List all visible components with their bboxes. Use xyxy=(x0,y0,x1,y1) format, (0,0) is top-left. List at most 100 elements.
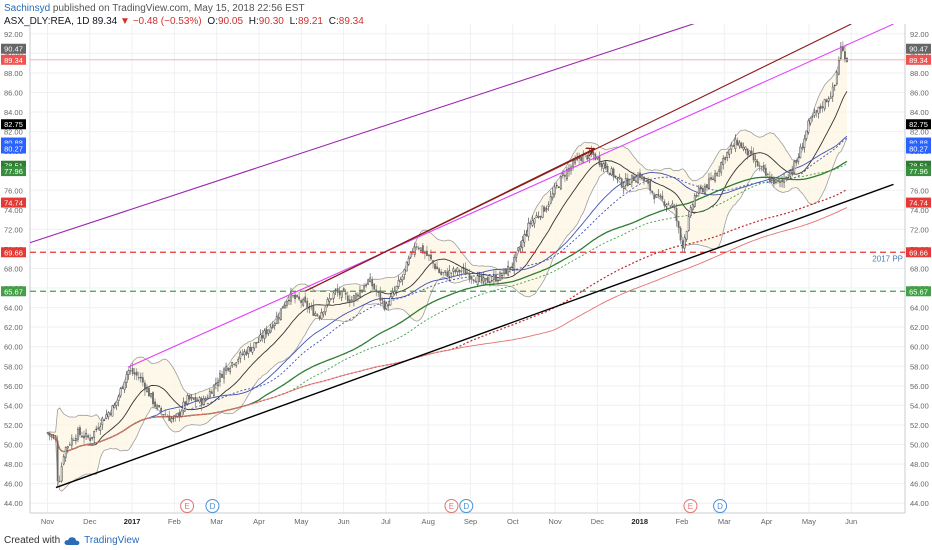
candle-body xyxy=(221,374,223,378)
candles xyxy=(46,41,848,487)
candle-body xyxy=(419,247,422,251)
tradingview-brand[interactable]: TradingView xyxy=(84,535,140,546)
candle-body xyxy=(306,300,309,309)
price-label-bg xyxy=(906,137,931,148)
candle-body xyxy=(464,267,467,275)
candle-body xyxy=(91,436,94,439)
candle-body xyxy=(139,376,142,379)
candle-body xyxy=(190,396,193,399)
candle-body xyxy=(501,275,503,277)
candle-body xyxy=(294,294,296,300)
candle-body xyxy=(742,146,745,150)
candle-body xyxy=(450,272,453,274)
candle-body xyxy=(653,194,656,200)
event-letter: E xyxy=(688,502,693,511)
candle-body xyxy=(454,269,457,273)
price-label-left: 69.66 xyxy=(1,247,26,258)
candle-body xyxy=(182,401,185,411)
candle-body xyxy=(837,60,840,75)
price-label-left: 65.67 xyxy=(1,286,26,297)
price-label-bg xyxy=(906,286,931,297)
author-link[interactable]: Sachinsyd xyxy=(4,3,51,14)
x-tick-label: Apr xyxy=(253,517,265,526)
candle-body xyxy=(330,298,333,300)
level-label: 2017 PP xyxy=(872,254,903,263)
candle-body xyxy=(284,304,286,309)
publish-text: published on TradingView.com, May 15, 20… xyxy=(52,3,305,14)
price-chart[interactable]: 44.00 44.00 46.00 46.00 48.00 48.00 50.00 50.00… xyxy=(0,0,932,532)
candle-body xyxy=(754,159,757,163)
candle-body xyxy=(58,480,61,483)
candle-body xyxy=(170,418,173,423)
candle-body xyxy=(783,178,785,183)
candle-body xyxy=(192,397,195,400)
candle-body xyxy=(529,222,532,224)
price-label-text: 89.34 xyxy=(4,56,23,65)
last-price: 89.34 xyxy=(92,16,118,27)
event-circle xyxy=(683,499,698,513)
event-letter: D xyxy=(463,502,469,511)
candle-body xyxy=(801,147,804,150)
price-label-text: 90.47 xyxy=(4,45,23,54)
candle-body xyxy=(156,405,158,409)
open-value: 90.05 xyxy=(217,16,244,27)
candle-body xyxy=(691,204,694,210)
high-label: H: xyxy=(248,16,259,27)
event-circle xyxy=(444,499,459,513)
price-label-text: 69.66 xyxy=(909,248,928,257)
candle-body xyxy=(81,435,83,438)
candle-body xyxy=(586,154,589,160)
candle-body xyxy=(322,311,325,315)
candle-body xyxy=(146,388,148,392)
candle-body xyxy=(728,149,731,155)
candle-body xyxy=(458,270,461,273)
x-tick-label: Aug xyxy=(422,517,435,526)
candle-body xyxy=(620,178,623,188)
candle-body xyxy=(519,246,522,250)
candle-body xyxy=(312,305,315,316)
candle-body xyxy=(405,261,408,272)
candle-body xyxy=(628,183,631,185)
candle-body xyxy=(610,168,613,176)
price-label-left: 77.96 xyxy=(1,166,26,177)
candle-body xyxy=(480,274,483,282)
candle-body xyxy=(383,300,386,310)
price-label-bg xyxy=(1,166,26,177)
candle-body xyxy=(206,397,209,400)
candle-body xyxy=(123,381,126,390)
candle-body xyxy=(77,428,79,440)
candle-body xyxy=(172,418,175,420)
price-label-bg xyxy=(906,119,931,130)
price-label-bg xyxy=(1,286,26,297)
candle-body xyxy=(823,99,826,110)
candle-body xyxy=(164,414,167,416)
y-tick-label-right: 72.00 xyxy=(910,225,929,234)
candle-body xyxy=(541,205,544,218)
candle-body xyxy=(764,167,767,176)
event-letter: D xyxy=(717,502,723,511)
candle-body xyxy=(626,178,629,186)
x-tick-label: Nov xyxy=(548,517,562,526)
candle-body xyxy=(180,410,183,417)
candle-body xyxy=(659,195,662,198)
dividend-event-marker: D xyxy=(459,499,474,513)
candle-body xyxy=(527,222,530,237)
candle-body xyxy=(109,413,112,415)
candle-body xyxy=(215,383,217,385)
candle-body xyxy=(667,203,670,205)
candle-body xyxy=(608,172,611,176)
candle-body xyxy=(440,271,443,275)
candle-body xyxy=(770,178,773,181)
candle-body xyxy=(460,270,463,272)
created-with-text: Created with xyxy=(4,535,61,546)
publish-info: Sachinsyd published on TradingView.com, … xyxy=(4,2,904,15)
candle-body xyxy=(93,430,96,438)
candle-body xyxy=(679,227,682,241)
candle-body xyxy=(154,401,156,407)
candle-body xyxy=(308,307,311,310)
candle-body xyxy=(101,417,104,426)
candle-body xyxy=(286,300,288,306)
price-label-bg xyxy=(1,54,26,65)
candle-body xyxy=(438,268,441,273)
candle-body xyxy=(497,279,499,282)
